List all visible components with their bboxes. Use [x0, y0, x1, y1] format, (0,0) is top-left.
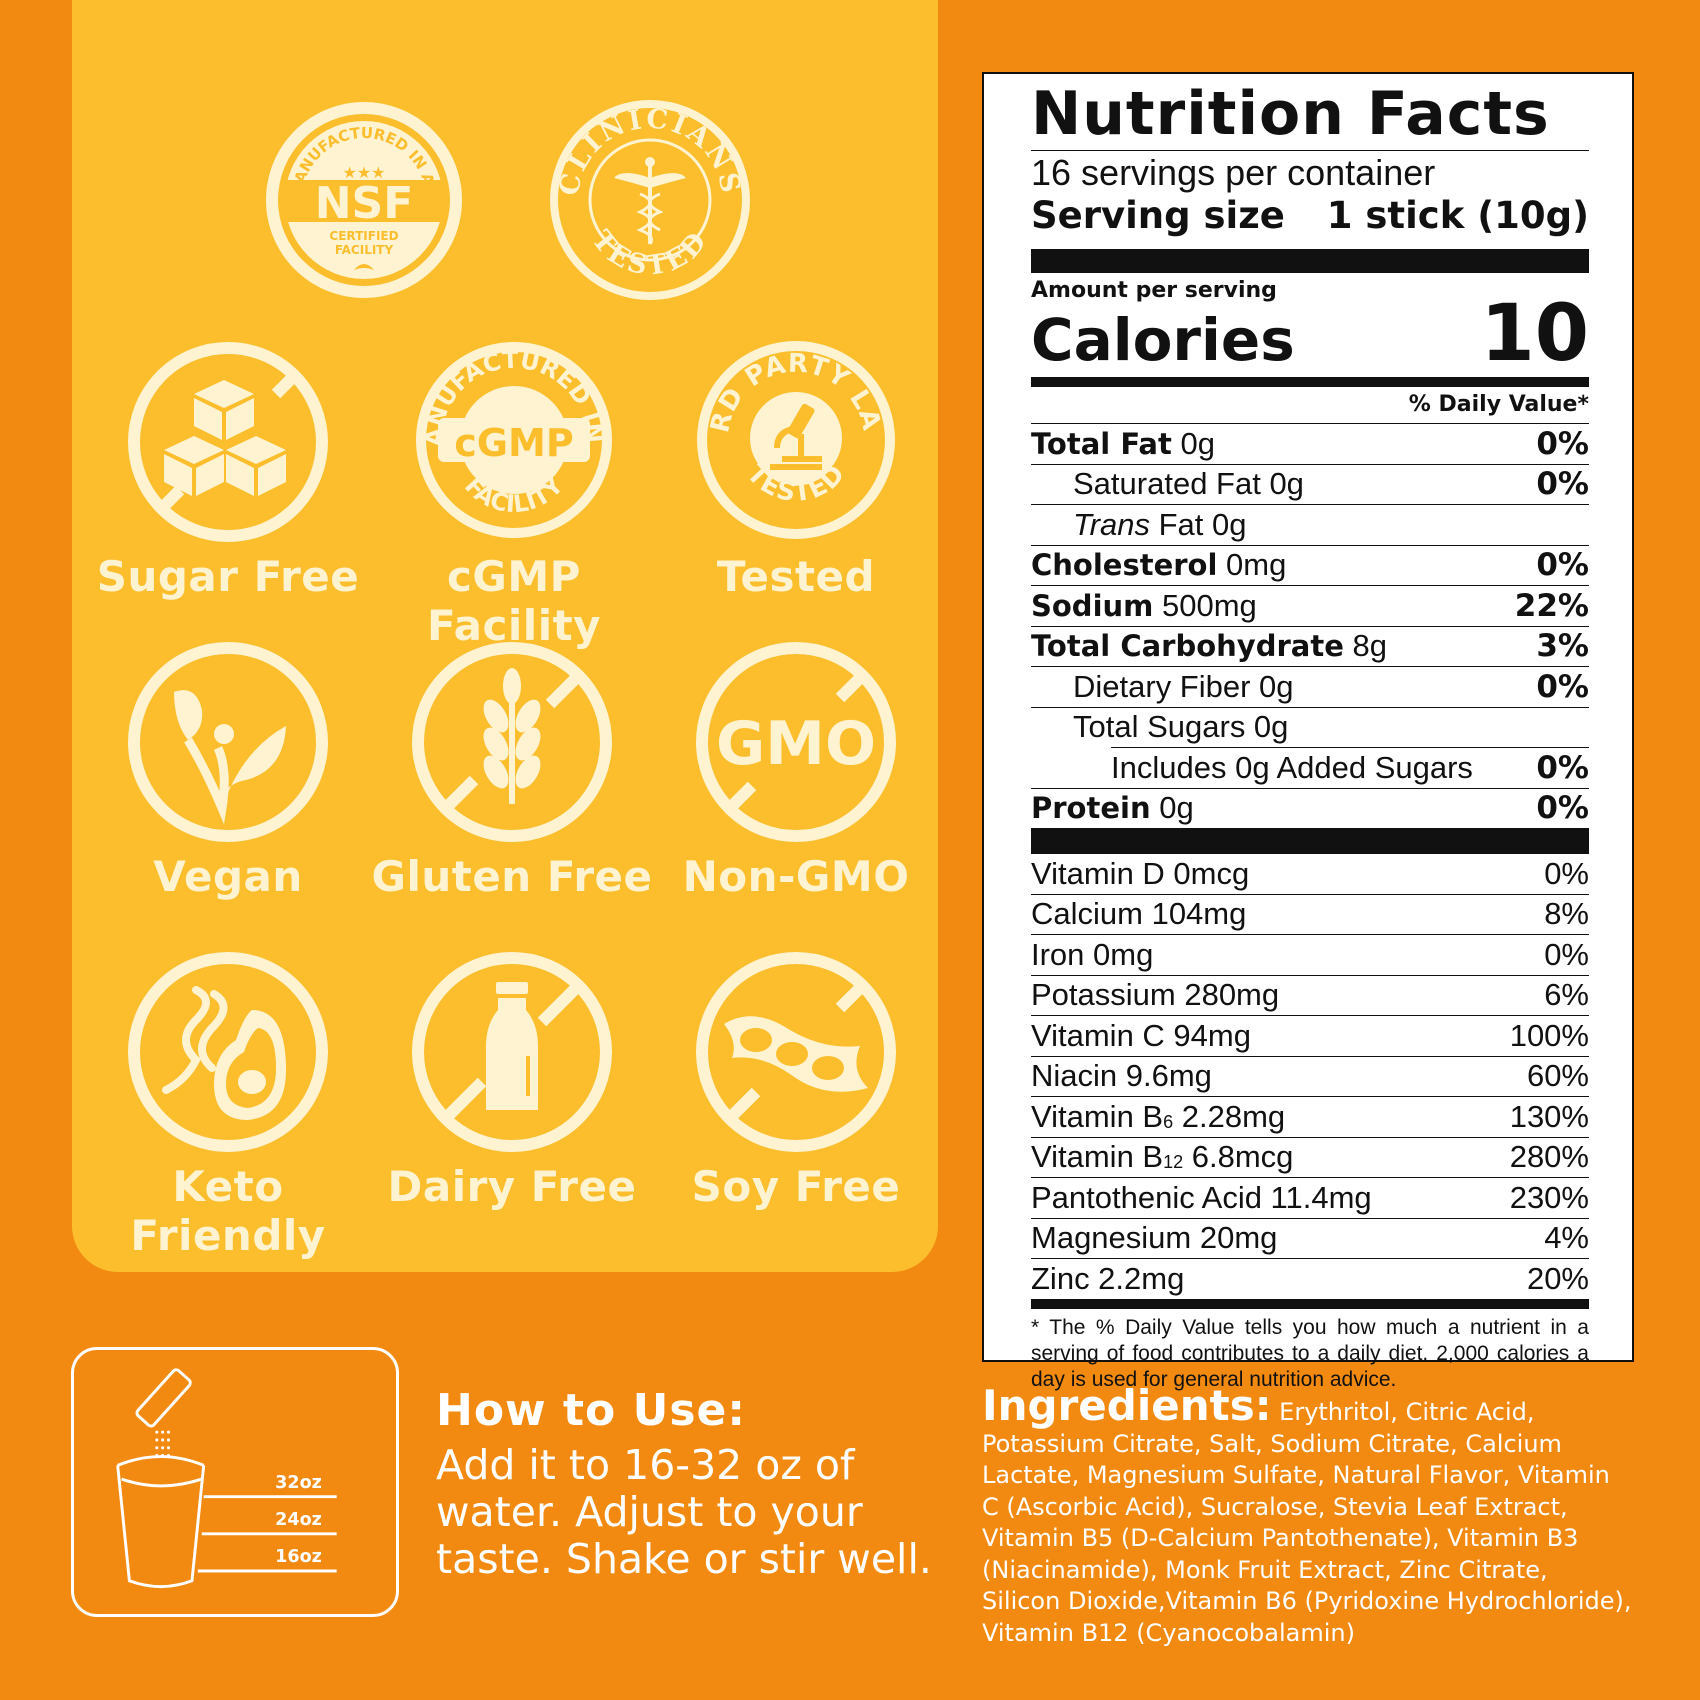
nsf-certified-badge: MANUFACTURED IN AN ★★★ NSF CERTIFIED FAC…	[262, 98, 466, 302]
ingredients-title: Ingredients:	[982, 1381, 1272, 1430]
vitamin-row: Vitamin C 94mg 100%	[1031, 1016, 1589, 1057]
vitamin-row: Pantothenic Acid 11.4mg 230%	[1031, 1178, 1589, 1219]
nutrient-row: Cholesterol 0mg 0%	[1031, 544, 1589, 586]
nsf-badge-icon: MANUFACTURED IN AN ★★★ NSF CERTIFIED FAC…	[266, 102, 462, 298]
cgmp-icon: MANUFACTURED IN A FACILITY cGMP	[412, 338, 612, 538]
vitamin-row: Magnesium 20mg 4%	[1031, 1219, 1589, 1259]
calories-label: Calories	[1031, 306, 1295, 374]
vitamin-list: Vitamin D 0mcg 0% Calcium 104mg 8% Iron 0m…	[1031, 854, 1589, 1299]
serving-size-value: 1 stick (10g)	[1326, 194, 1589, 237]
vitamin-row: Vitamin B6 2.28mg 130%	[1031, 1097, 1589, 1138]
daily-value-footnote: * The % Daily Value tells you how much a…	[1031, 1315, 1589, 1391]
cup-and-stick-icon: 32oz 24oz 16oz	[116, 1368, 337, 1589]
svg-text:CERTIFIED: CERTIFIED	[329, 229, 398, 243]
nutrient-row: Includes 0g Added Sugars 0%	[1111, 747, 1589, 788]
dairy-free-label: Dairy Free	[387, 1162, 637, 1211]
how-to-use-title: How to Use:	[436, 1385, 746, 1436]
vitamin-row: Iron 0mg 0%	[1031, 935, 1589, 976]
calories-row: Calories 10	[1031, 295, 1589, 374]
vegan-badge	[126, 640, 330, 844]
caduceus-icon: CLINICIANS TESTED	[550, 100, 750, 300]
nutrition-facts-title: Nutrition Facts	[1031, 79, 1550, 149]
mark-16oz: 16oz	[275, 1547, 322, 1567]
vitamin-row: Zinc 2.2mg 20%	[1031, 1260, 1589, 1296]
avocado-icon	[128, 952, 328, 1152]
vitamin-row: Vitamin D 0mcg 0%	[1031, 854, 1589, 895]
amount-per-serving: Amount per serving	[1031, 278, 1277, 303]
tested-label: Tested	[716, 552, 876, 601]
keto-badge	[126, 950, 330, 1154]
soy-free-badge	[694, 950, 898, 1154]
svg-text:FACILITY: FACILITY	[335, 243, 394, 257]
gluten-free-badge	[410, 640, 614, 844]
nutrient-row: Total Sugars 0g	[1031, 706, 1589, 748]
sugar-cubes-icon	[128, 342, 328, 542]
keto-friendly-label: Keto Friendly	[130, 1162, 326, 1260]
svg-text:cGMP: cGMP	[454, 421, 573, 465]
gmo-crossed-icon: GMO	[696, 642, 896, 842]
mark-32oz: 32oz	[275, 1473, 322, 1493]
daily-value-header: % Daily Value*	[1408, 392, 1589, 417]
mark-24oz: 24oz	[275, 1510, 322, 1530]
wheat-icon	[412, 642, 612, 842]
svg-text:NSF: NSF	[315, 178, 414, 229]
microscope-icon: 3RD PARTY LAB TESTED	[694, 338, 895, 539]
third-party-lab-badge: 3RD PARTY LAB TESTED	[694, 338, 898, 542]
nutrient-row: Sodium 500mg 22%	[1031, 585, 1589, 626]
sugar-free-badge	[126, 340, 330, 544]
nutrient-row: Dietary Fiber 0g 0%	[1031, 666, 1589, 707]
ingredients-block: Ingredients: Erythritol, Citric Acid, Po…	[982, 1385, 1632, 1649]
soy-free-label: Soy Free	[691, 1162, 901, 1211]
gluten-free-label: Gluten Free	[371, 852, 653, 901]
mixing-guide-box: 32oz 24oz 16oz	[71, 1347, 399, 1617]
nutrient-row: Trans Fat 0g	[1031, 504, 1589, 545]
serving-size-row: Serving size 1 stick (10g)	[1031, 195, 1589, 237]
non-gmo-badge: GMO	[694, 640, 898, 844]
sugar-free-label: Sugar Free	[96, 552, 360, 601]
nutrient-row: Saturated Fat 0g 0%	[1031, 463, 1589, 505]
non-gmo-label: Non-GMO	[682, 852, 910, 901]
dairy-free-badge	[410, 950, 614, 1154]
nutrient-row: Total Fat 0g 0%	[1031, 423, 1589, 464]
servings-per-container: 16 servings per container	[1031, 152, 1436, 193]
cgmp-badge: MANUFACTURED IN A FACILITY cGMP	[412, 338, 616, 542]
nutrition-facts-panel: Nutrition Facts 16 servings per containe…	[982, 72, 1634, 1391]
cgmp-facility-label: cGMP Facility	[426, 552, 602, 650]
nutrient-row: Total Carbohydrate 8g 3%	[1031, 625, 1589, 667]
soybean-icon	[696, 952, 896, 1152]
certifications-panel: MANUFACTURED IN AN ★★★ NSF CERTIFIED FAC…	[72, 0, 938, 1272]
ingredients-text: Erythritol, Citric Acid, Potassium Citra…	[982, 1398, 1632, 1647]
vegan-leaf-icon	[128, 642, 328, 842]
vegan-label: Vegan	[153, 852, 303, 901]
vitamin-row: Vitamin B12 6.8mcg 280%	[1031, 1138, 1589, 1178]
clinicians-tested-badge: CLINICIANS TESTED	[548, 98, 752, 302]
how-to-use-text: Add it to 16-32 oz of water. Adjust to y…	[436, 1441, 932, 1583]
svg-text:GMO: GMO	[716, 709, 876, 779]
vitamin-row: Calcium 104mg 8%	[1031, 895, 1589, 935]
vitamin-row: Niacin 9.6mg 60%	[1031, 1057, 1589, 1097]
nutrient-row: Protein 0g 0%	[1031, 787, 1589, 829]
serving-size-label: Serving size	[1031, 194, 1285, 237]
calories-value: 10	[1480, 289, 1589, 379]
svg-text:★★★: ★★★	[342, 163, 385, 182]
vitamin-row: Potassium 280mg 6%	[1031, 976, 1589, 1016]
milk-bottle-icon	[412, 952, 612, 1152]
